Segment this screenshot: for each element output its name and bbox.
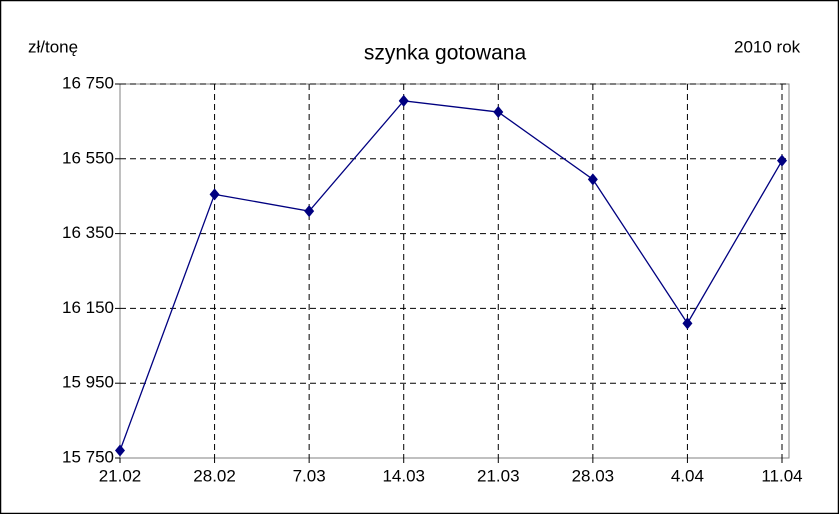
marker	[682, 317, 693, 330]
marker	[587, 173, 598, 186]
y-tick-label: 16 150	[62, 298, 114, 317]
annotation: 2010 rok	[734, 37, 801, 56]
marker	[777, 154, 787, 167]
plot-area	[119, 83, 790, 459]
x-tick-label: 4.04	[671, 466, 704, 485]
x-tick-label: 11.04	[761, 466, 802, 485]
x-tick-label: 7.03	[293, 466, 326, 485]
x-tick-label: 21.02	[99, 466, 142, 485]
y-tick-label: 16 550	[62, 148, 114, 167]
marker	[304, 205, 315, 218]
marker	[398, 94, 409, 107]
x-tick-label: 28.03	[572, 466, 615, 485]
x-tick-label: 14.03	[382, 466, 425, 485]
y-axis-label: zł/tonę	[28, 37, 78, 56]
marker	[493, 106, 504, 119]
y-tick-label: 16 750	[62, 73, 114, 92]
marker	[209, 188, 220, 201]
line	[119, 100, 783, 451]
y-tick-label: 15 950	[62, 373, 114, 392]
chart-title: szynka gotowana	[364, 42, 527, 65]
marker	[115, 444, 125, 457]
y-tick-label: 15 750	[62, 447, 114, 466]
y-tick-label: 16 350	[62, 223, 114, 242]
x-tick-label: 28.02	[193, 466, 236, 485]
x-tick-label: 21.03	[477, 466, 520, 485]
